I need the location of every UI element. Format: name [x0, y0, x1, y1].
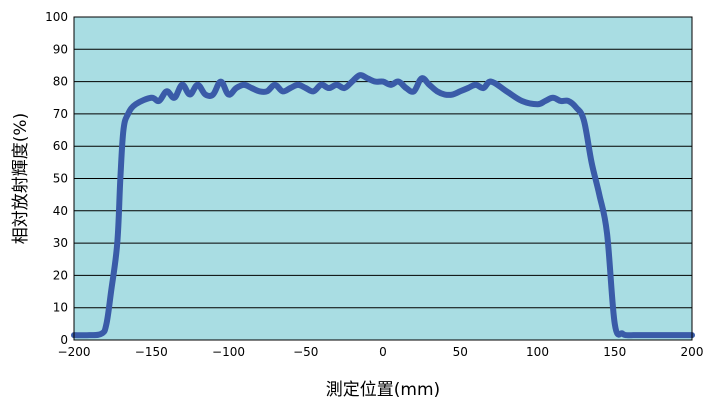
y-axis: 0 10 20 30 40 50 60 70 80 90 100: [45, 10, 68, 347]
y-tick-label: 20: [53, 268, 68, 282]
x-tick-label: 0: [379, 345, 387, 359]
plot-frame: [73, 16, 693, 341]
y-tick-label: 10: [53, 301, 68, 315]
x-tick-label: 150: [603, 345, 626, 359]
y-tick-label: 70: [53, 107, 68, 121]
x-tick-label: −100: [212, 345, 245, 359]
x-tick-label: 200: [681, 345, 704, 359]
y-tick-label: 0: [60, 333, 68, 347]
grid-lines: [74, 48, 692, 309]
y-tick-label: 50: [53, 172, 68, 186]
y-tick-label: 100: [45, 10, 68, 24]
y-tick-label: 30: [53, 236, 68, 250]
y-tick-label: 40: [53, 204, 68, 218]
x-tick-label: 100: [526, 345, 549, 359]
x-tick-label: −150: [135, 345, 168, 359]
x-axis-title: 測定位置(mm): [326, 380, 440, 400]
x-tick-label: −50: [293, 345, 318, 359]
x-tick-label: 50: [453, 345, 468, 359]
series-layer: [71, 72, 695, 339]
series-line-0: [71, 72, 695, 339]
x-axis: −200 −150 −100 −50 0 50 100 150 200: [58, 345, 704, 359]
y-tick-label: 80: [53, 75, 68, 89]
y-tick-label: 60: [53, 139, 68, 153]
y-axis-title: 相対放射輝度(%): [11, 113, 31, 244]
y-tick-label: 90: [53, 42, 68, 56]
x-tick-label: −200: [58, 345, 91, 359]
